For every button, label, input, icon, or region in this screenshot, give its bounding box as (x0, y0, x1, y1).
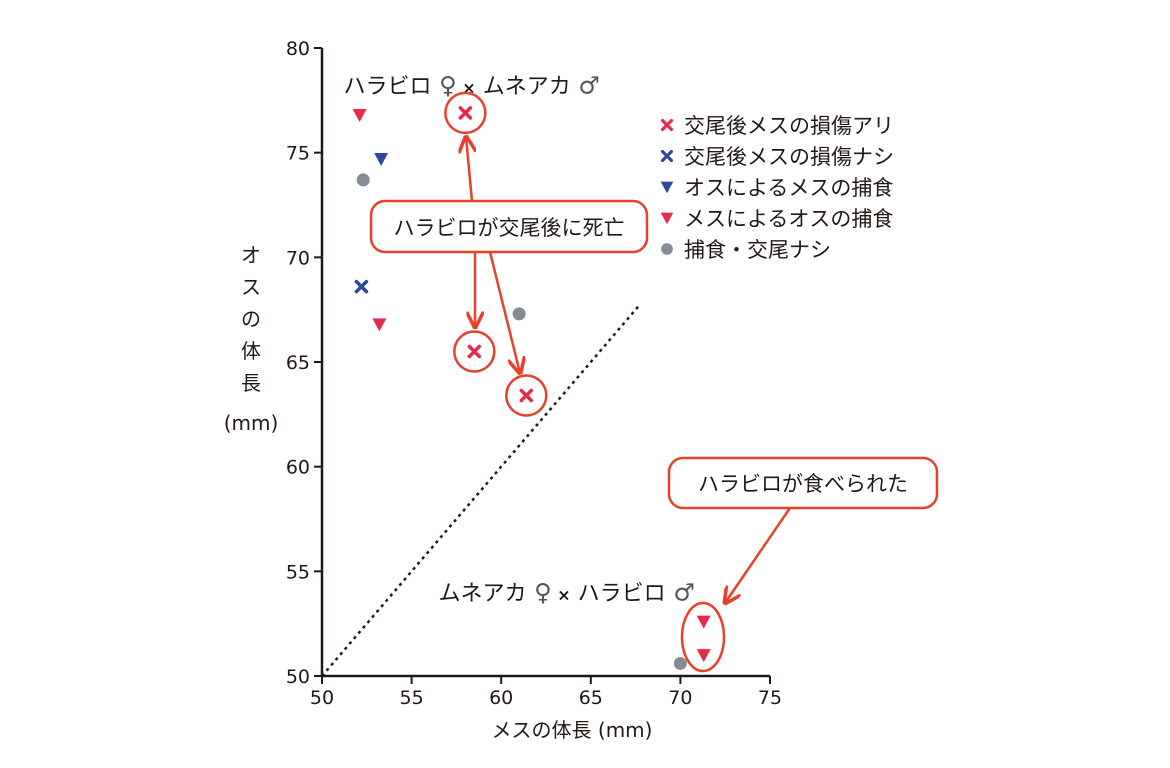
data-point (354, 279, 369, 294)
y-tick-label: 75 (286, 143, 310, 165)
group-label-part: ♀ (432, 72, 457, 100)
callout-arrow (466, 137, 472, 202)
callout-text: ハラビロが食べられた (698, 472, 908, 496)
group-label-part: ムネアカ (476, 75, 571, 100)
x-tick-label: 75 (758, 687, 782, 709)
data-point (352, 108, 367, 122)
data-point (673, 656, 687, 670)
group-label: ムネアカ ♀ × ハラビロ ♂ (438, 578, 694, 606)
data-point (467, 344, 482, 359)
group-label-part: ♀ (526, 578, 551, 606)
y-axis-label: 体 (241, 339, 261, 363)
legend-marker (660, 149, 674, 163)
y-tick-label: 50 (286, 666, 310, 688)
legend-label: オスによるメスの捕食 (684, 176, 893, 200)
legend-label: メスによるオスの捕食 (684, 207, 893, 231)
highlight-circle (453, 330, 496, 373)
y-axis-label: 長 (241, 371, 261, 395)
data-point (356, 173, 370, 187)
callout-box (667, 456, 939, 510)
y-axis-label: (mm) (224, 411, 279, 435)
x-tick-label: 50 (310, 687, 334, 709)
data-point (458, 106, 473, 120)
y-tick-label: 55 (286, 561, 310, 583)
group-label-part: ♂ (571, 72, 600, 100)
callout-arrow (725, 507, 792, 603)
legend-label: 捕食・交尾ナシ (684, 238, 831, 262)
data-point (512, 307, 526, 321)
y-tick-label: 70 (286, 247, 310, 269)
legend-marker (660, 118, 674, 132)
data-points (352, 106, 711, 670)
group-label-part: ♂ (666, 578, 695, 606)
highlight-ellipse (680, 601, 726, 673)
y-axis-label: の (241, 307, 261, 331)
x-tick-label: 65 (579, 687, 603, 709)
legend: 交尾後メスの損傷アリ交尾後メスの損傷ナシオスによるメスの捕食メスによるオスの捕食… (660, 114, 894, 262)
group-label-part: ハラビロ (344, 75, 432, 100)
x-tick-label: 60 (489, 687, 513, 709)
x-tick-label: 55 (400, 687, 424, 709)
x-tick-label: 70 (668, 687, 692, 709)
x-axis-label: メスの体長 (mm) (492, 718, 653, 742)
y-tick-label: 60 (286, 457, 310, 479)
legend-label: 交尾後メスの損傷アリ (684, 114, 894, 138)
reference-line-dotted (321, 304, 641, 677)
data-point (696, 649, 711, 663)
highlight-circle (444, 91, 487, 135)
callout-box (369, 199, 649, 254)
legend-marker (661, 243, 673, 255)
data-point (519, 388, 534, 403)
legend-label: 交尾後メスの損傷ナシ (684, 145, 894, 169)
annotations: ハラビロ ♀ × ムネアカ ♂ムネアカ ♀ × ハラビロ ♂ハラビロが交尾後に死… (344, 72, 939, 673)
callout-text: ハラビロが交尾後に死亡 (394, 216, 625, 240)
y-axis-label: ス (241, 275, 261, 299)
callout-arrow (488, 251, 520, 373)
legend-marker (660, 181, 674, 194)
group-label-part: ハラビロ (571, 581, 666, 606)
group-label: ハラビロ ♀ × ムネアカ ♂ (344, 72, 600, 100)
y-axis-label: オ (241, 243, 261, 267)
legend-marker (660, 212, 674, 225)
group-label-part: × (552, 585, 571, 604)
y-tick-label: 65 (286, 352, 310, 374)
data-point (372, 318, 387, 332)
data-point (374, 152, 389, 166)
group-label-part: ムネアカ (438, 581, 526, 606)
y-tick-label: 80 (286, 38, 310, 60)
data-point (696, 615, 711, 629)
